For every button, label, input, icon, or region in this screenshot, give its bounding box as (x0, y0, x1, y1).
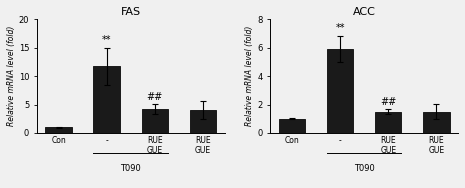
Bar (46, 127, 72, 133)
Y-axis label: Relative mRNA level (fold): Relative mRNA level (fold) (7, 26, 16, 126)
Text: T090: T090 (120, 164, 141, 173)
Title: ACC: ACC (353, 7, 376, 17)
Bar (423, 112, 450, 133)
Bar (327, 49, 353, 133)
Bar (141, 109, 168, 133)
Text: **: ** (102, 35, 112, 45)
Text: **: ** (335, 23, 345, 33)
Text: ##: ## (146, 92, 163, 102)
Text: ##: ## (380, 97, 396, 107)
Bar (279, 119, 305, 133)
Text: T090: T090 (354, 164, 374, 173)
Bar (375, 112, 401, 133)
Y-axis label: Relative mRNA level (fold): Relative mRNA level (fold) (246, 26, 254, 126)
Bar (93, 66, 120, 133)
Title: FAS: FAS (121, 7, 141, 17)
Bar (190, 110, 216, 133)
